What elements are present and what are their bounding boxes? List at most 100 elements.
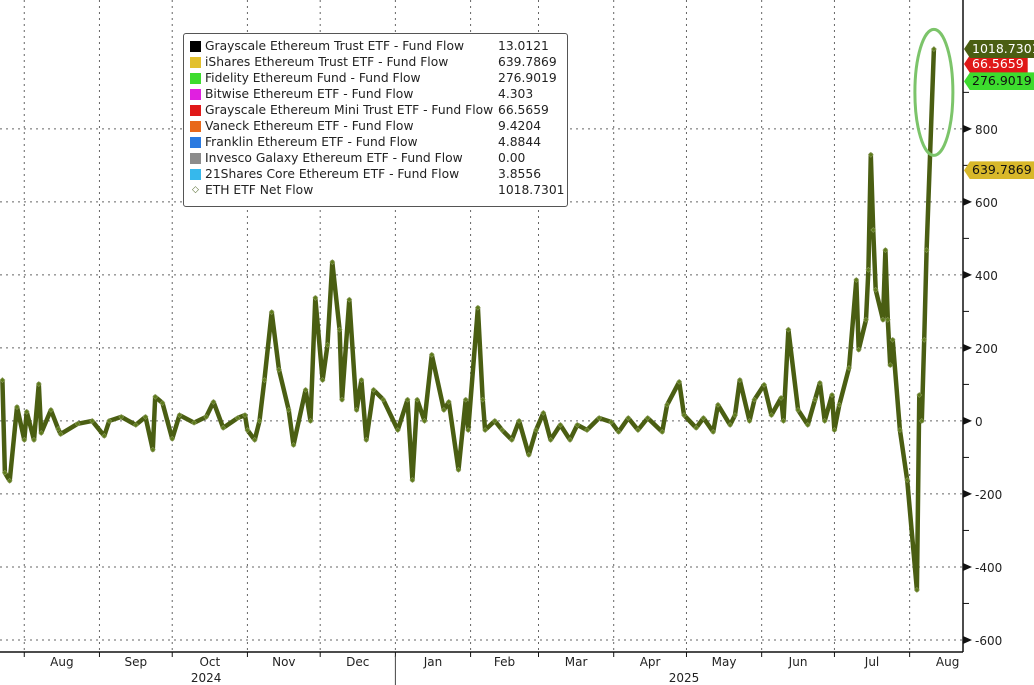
last-value-tag: 639.7869	[964, 161, 1034, 180]
net-flow-point	[89, 417, 96, 424]
net-flow-point	[516, 417, 523, 424]
net-flow-point	[152, 393, 159, 400]
legend-item: Franklin Ethereum ETF - Fund Flow 4.8844	[190, 134, 567, 150]
y-tick-label: 400	[975, 269, 998, 283]
net-flow-point	[234, 415, 241, 421]
net-flow-point	[867, 151, 874, 158]
net-flow-point	[676, 378, 683, 385]
net-flow-point	[816, 380, 823, 386]
net-flow-point	[479, 396, 486, 403]
net-flow-point	[930, 46, 937, 52]
net-flow-point	[319, 377, 326, 383]
legend-swatch	[190, 56, 201, 68]
legend-item: Bitwise Ethereum ETF - Fund Flow 4.303	[190, 86, 567, 102]
net-flow-point	[445, 399, 452, 405]
net-flow-point	[421, 417, 428, 424]
net-flow-point	[880, 316, 886, 323]
net-flow-point	[312, 294, 319, 301]
y-tick-marker	[963, 270, 972, 279]
legend-item: Vaneck Ethereum ETF - Fund Flow 9.4204	[190, 118, 567, 134]
legend-item: 21Shares Core Ethereum ETF - Fund Flow 3.…	[190, 166, 567, 182]
net-flow-point	[118, 413, 125, 420]
y-tick-label: 0	[975, 415, 983, 429]
legend-swatch	[190, 152, 201, 164]
net-flow-point	[916, 392, 923, 398]
net-flow-point	[462, 396, 469, 403]
x-tick-label: Aug	[50, 655, 73, 669]
legend-value: 9.4204	[498, 119, 542, 133]
x-tick-label: Apr	[640, 655, 661, 669]
net-flow-point	[132, 422, 139, 428]
y-tick-marker	[963, 416, 972, 425]
x-tick-label: Mar	[565, 655, 588, 669]
net-flow-point	[14, 404, 20, 410]
net-flow-point	[635, 427, 641, 433]
legend-item: Grayscale Ethereum Trust ETF - Fund Flow…	[190, 38, 567, 54]
net-flow-point	[681, 412, 687, 418]
legend-swatch	[190, 168, 201, 180]
legend-label: ETH ETF Net Flow	[205, 183, 314, 197]
legend-label: Invesco Galaxy Ethereum ETF - Fund Flow	[205, 151, 463, 165]
net-flow-point	[778, 394, 784, 401]
net-flow-point	[785, 326, 792, 333]
net-flow-point	[884, 316, 891, 323]
net-flow-point	[829, 392, 835, 398]
net-flow-point	[169, 435, 176, 442]
net-flow-point	[780, 417, 787, 424]
net-flow-point	[921, 336, 928, 343]
net-flow-point	[220, 424, 227, 431]
net-flow-point	[353, 407, 360, 413]
net-flow-point	[336, 326, 343, 333]
legend-item: Grayscale Ethereum Mini Trust ETF - Fund…	[190, 102, 567, 118]
net-flow-point	[540, 409, 547, 416]
x-tick-label: Sep	[125, 655, 148, 669]
y-tick-marker	[963, 489, 972, 498]
net-flow-point	[329, 259, 336, 266]
legend-label: Franklin Ethereum ETF - Fund Flow	[205, 135, 418, 149]
net-flow-point	[821, 417, 828, 424]
x-year-label: 2024	[191, 671, 222, 685]
diamond-marker-icon: ◇	[192, 185, 199, 195]
y-tick-label: -400	[975, 561, 1002, 575]
net-flow-point	[21, 436, 28, 443]
net-flow-point	[38, 430, 45, 436]
net-flow-point	[608, 419, 615, 425]
net-flow-point	[732, 412, 738, 418]
legend-swatch	[190, 104, 201, 116]
legend-item: Invesco Galaxy Ethereum ETF - Fund Flow 0…	[190, 150, 567, 166]
last-value-tag: 1018.7301	[964, 40, 1034, 59]
net-flow-point	[853, 277, 860, 283]
net-flow-point	[203, 413, 210, 420]
net-flow-point	[897, 427, 903, 433]
x-tick-label: Jan	[423, 655, 443, 669]
net-flow-point	[370, 386, 377, 393]
net-flow-point	[872, 286, 879, 293]
net-flow-point	[904, 477, 911, 483]
legend-label: Fidelity Ethereum Fund - Fund Flow	[205, 71, 421, 85]
legend-value: 4.8844	[498, 135, 542, 149]
highlight-ellipse	[913, 27, 955, 157]
net-flow-point	[574, 422, 581, 428]
x-tick-label: Aug	[936, 655, 959, 669]
net-flow-point	[887, 362, 894, 368]
y-tick-marker	[963, 343, 972, 352]
net-flow-point	[339, 396, 345, 403]
net-flow-point	[491, 417, 498, 424]
net-flow-point	[57, 431, 64, 437]
legend-value: 1018.7301	[498, 183, 565, 197]
net-flow-point	[324, 342, 331, 348]
net-flow-point	[812, 396, 818, 403]
net-flow-point	[428, 351, 435, 358]
legend-swatch	[190, 88, 201, 100]
legend-swatch	[190, 40, 201, 52]
x-year-label: 2025	[669, 671, 700, 685]
net-flow-point	[923, 247, 930, 253]
net-flow-point	[256, 417, 263, 424]
net-flow-point	[302, 386, 309, 393]
net-flow-point	[149, 446, 156, 453]
net-flow-point	[307, 417, 314, 424]
legend: Grayscale Ethereum Trust ETF - Fund Flow…	[183, 33, 568, 207]
net-flow-point	[751, 396, 758, 403]
net-flow-point	[664, 401, 670, 408]
net-flow-point	[557, 422, 564, 428]
